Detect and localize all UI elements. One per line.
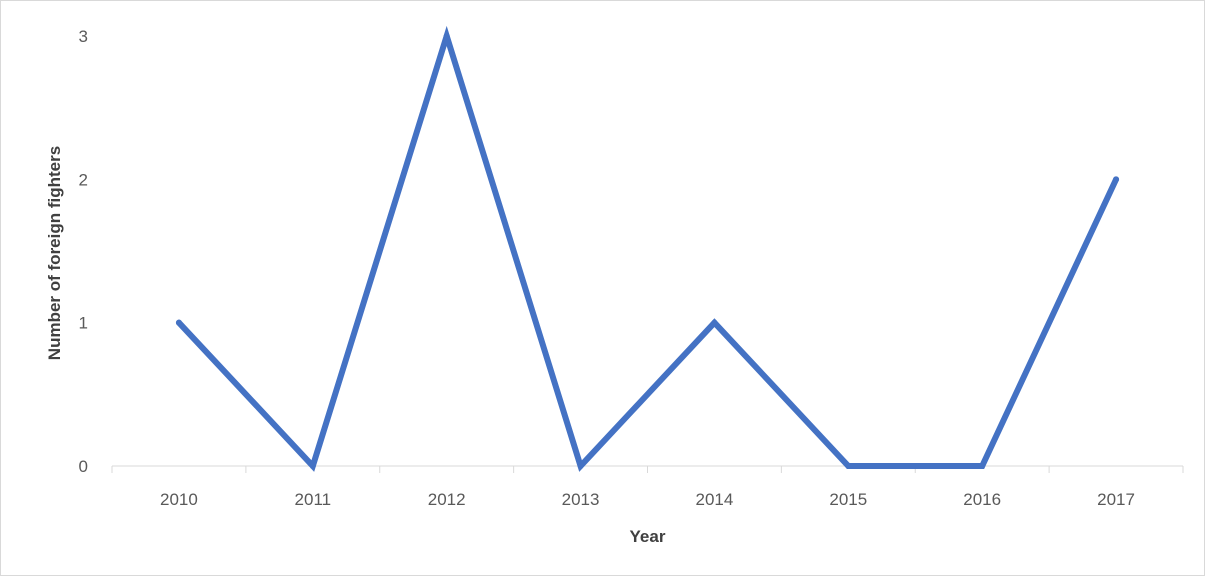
x-tick-label: 2011 bbox=[295, 490, 332, 509]
data-point-2010 bbox=[175, 319, 182, 326]
x-tick-label: 2010 bbox=[160, 490, 198, 509]
y-tick-label: 0 bbox=[79, 457, 88, 476]
data-point-2015 bbox=[845, 463, 852, 469]
x-tick-label: 2016 bbox=[963, 490, 1001, 509]
data-point-2013 bbox=[577, 463, 584, 469]
y-axis-title: Number of foreign fighters bbox=[45, 146, 64, 360]
x-tick-label: 2017 bbox=[1097, 490, 1135, 509]
x-tick-label: 2014 bbox=[696, 490, 734, 509]
x-tick-label: 2015 bbox=[829, 490, 867, 509]
data-point-2017 bbox=[1113, 176, 1120, 183]
x-tick-label: 2013 bbox=[562, 490, 600, 509]
y-tick-label: 1 bbox=[79, 314, 88, 333]
x-axis-title: Year bbox=[630, 527, 666, 546]
data-point-2011 bbox=[309, 463, 316, 469]
y-axis-ticks: 0 1 2 3 bbox=[79, 27, 88, 476]
x-axis-tick-labels: 2010 2011 2012 2013 2014 2015 2016 2017 bbox=[160, 490, 1135, 509]
x-axis-tick-marks bbox=[111, 466, 1184, 473]
series-line bbox=[175, 25, 1120, 472]
x-tick-label: 2012 bbox=[428, 490, 466, 509]
series-points bbox=[175, 33, 1120, 469]
y-tick-label: 3 bbox=[79, 27, 88, 46]
y-tick-label: 2 bbox=[79, 170, 88, 189]
data-point-2016 bbox=[979, 463, 986, 469]
data-point-2014 bbox=[711, 319, 718, 326]
data-point-2012 bbox=[443, 33, 450, 39]
